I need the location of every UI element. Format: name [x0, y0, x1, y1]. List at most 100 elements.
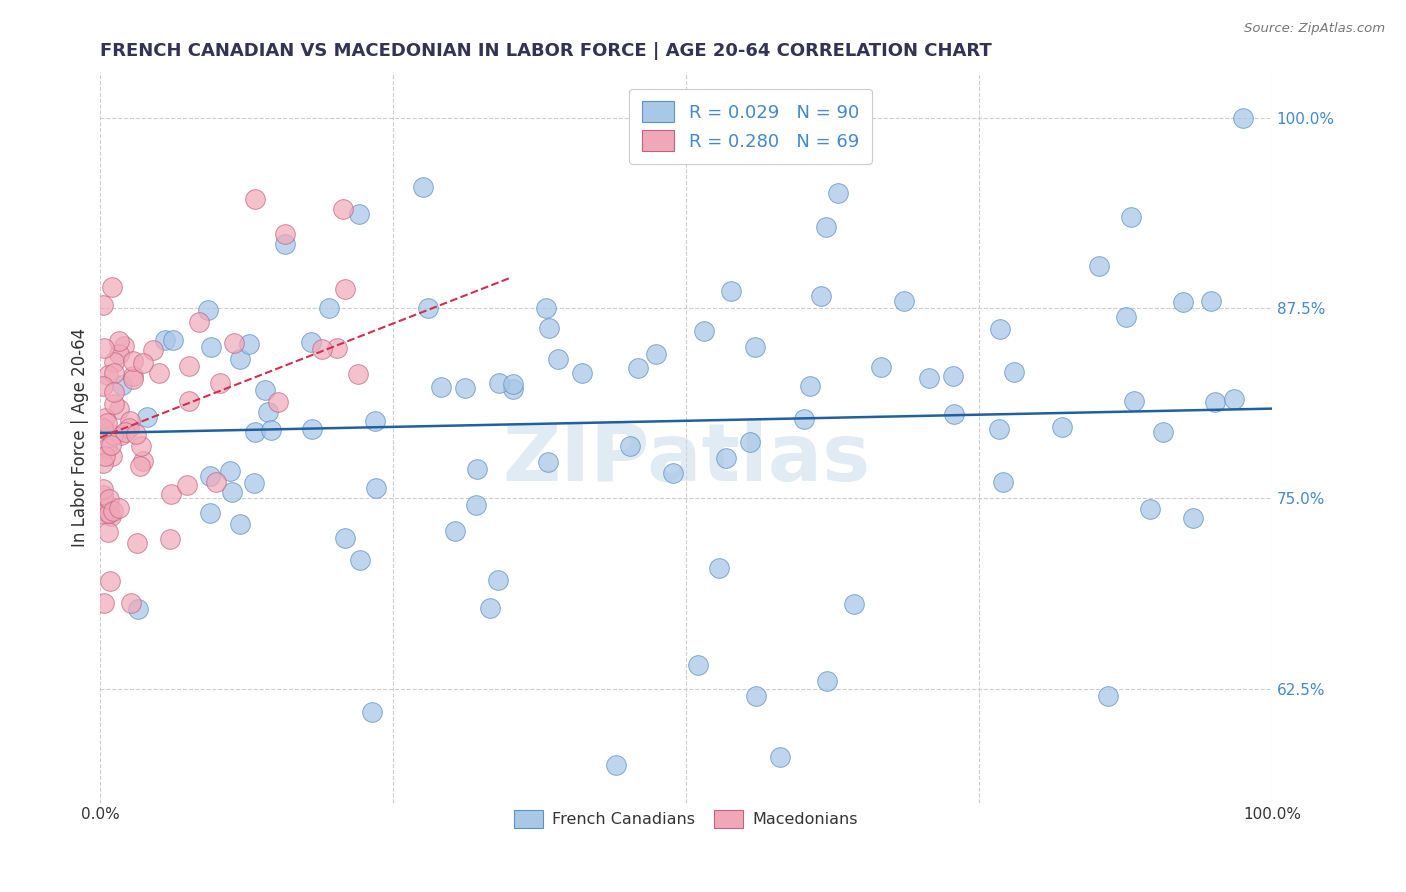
Point [918, 371, 941, 385]
Point [333, 531, 356, 545]
Text: ZIPatlas: ZIPatlas [502, 420, 870, 499]
Point [148, 366, 170, 380]
Point [571, 366, 593, 380]
Point [176, 477, 198, 491]
Point [430, 380, 453, 394]
Point [326, 341, 349, 355]
Text: FRENCH CANADIAN VS MACEDONIAN IN LABOR FORCE | AGE 20-64 CORRELATION CHART: FRENCH CANADIAN VS MACEDONIAN IN LABOR F… [100, 42, 993, 60]
Point [1232, 111, 1254, 125]
Point [993, 475, 1015, 490]
Point [160, 486, 183, 500]
Point [502, 376, 524, 391]
Point [301, 422, 323, 436]
Point [1088, 259, 1111, 273]
Point [942, 369, 965, 384]
Point [93, 595, 115, 609]
Point [120, 596, 142, 610]
Point [332, 202, 354, 216]
Point [127, 601, 149, 615]
Point [100, 279, 122, 293]
Point [869, 360, 891, 375]
Point [254, 384, 277, 398]
Point [364, 414, 387, 428]
Point [479, 600, 502, 615]
Point [93, 341, 115, 355]
Point [153, 333, 176, 347]
Point [107, 500, 129, 515]
Point [318, 301, 340, 316]
Point [97, 524, 120, 539]
Point [267, 395, 290, 409]
Point [198, 469, 221, 483]
Point [454, 381, 477, 395]
Point [100, 508, 122, 523]
Point [1139, 501, 1161, 516]
Point [988, 322, 1011, 336]
Point [619, 439, 641, 453]
Point [827, 186, 849, 200]
Point [465, 462, 488, 476]
Point [349, 553, 371, 567]
Point [103, 367, 125, 381]
Point [159, 533, 181, 547]
Point [799, 379, 821, 393]
Point [486, 573, 509, 587]
Point [135, 410, 157, 425]
Point [103, 396, 125, 410]
Point [114, 425, 136, 439]
Point [274, 227, 297, 241]
Point [1050, 420, 1073, 434]
Point [142, 343, 165, 358]
Point [229, 517, 252, 532]
Point [110, 428, 132, 442]
Point [94, 411, 117, 425]
Point [662, 466, 685, 480]
Point [299, 335, 322, 350]
Point [228, 352, 250, 367]
Point [1199, 293, 1222, 308]
Point [311, 342, 333, 356]
Point [257, 404, 280, 418]
Point [238, 337, 260, 351]
Point [125, 427, 148, 442]
Point [243, 475, 266, 490]
Legend: French Canadians, Macedonians: French Canadians, Macedonians [508, 804, 865, 835]
Point [91, 298, 114, 312]
Point [110, 377, 132, 392]
Point [443, 524, 465, 538]
Point [162, 334, 184, 348]
Point [98, 491, 121, 506]
Point [131, 356, 153, 370]
Point [103, 504, 125, 518]
Point [103, 355, 125, 369]
Point [688, 657, 710, 672]
Point [720, 285, 742, 299]
Point [547, 351, 569, 366]
Point [103, 385, 125, 400]
Point [98, 506, 121, 520]
Point [222, 335, 245, 350]
Point [108, 347, 131, 361]
Point [101, 449, 124, 463]
Point [412, 179, 434, 194]
Point [1121, 210, 1143, 224]
Point [1171, 295, 1194, 310]
Point [129, 439, 152, 453]
Point [91, 488, 114, 502]
Point [221, 485, 243, 500]
Point [121, 372, 143, 386]
Point [347, 207, 370, 221]
Point [108, 334, 131, 349]
Point [93, 449, 115, 463]
Point [103, 428, 125, 442]
Point [96, 416, 118, 430]
Point [842, 597, 865, 611]
Point [1204, 394, 1226, 409]
Point [538, 321, 561, 335]
Y-axis label: In Labor Force | Age 20-64: In Labor Force | Age 20-64 [72, 328, 89, 547]
Point [200, 340, 222, 354]
Point [418, 301, 440, 316]
Point [346, 367, 368, 381]
Point [692, 324, 714, 338]
Point [361, 705, 384, 719]
